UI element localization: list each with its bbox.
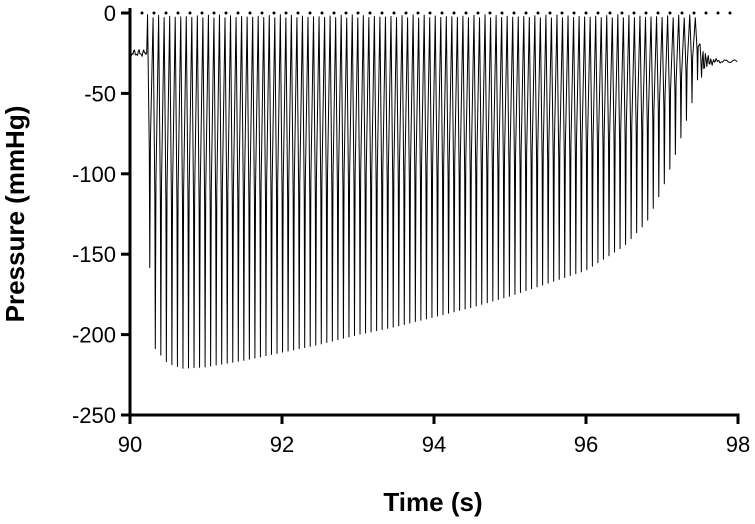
y-tick-label: -50 [84, 81, 116, 106]
y-tick-label: 0 [104, 1, 116, 26]
x-tick-label: 94 [422, 432, 446, 457]
x-tick-label: 98 [726, 432, 750, 457]
x-tick-label: 92 [270, 432, 294, 457]
y-tick-label: -100 [72, 162, 116, 187]
y-axis-title: Pressure (mmHg) [0, 106, 30, 323]
x-tick-label: 90 [118, 432, 142, 457]
x-axis-title: Time (s) [383, 487, 482, 517]
y-tick-label: -250 [72, 403, 116, 428]
pressure-trace-line [129, 14, 738, 369]
y-tick-label: -200 [72, 323, 116, 348]
x-tick-label: 96 [574, 432, 598, 457]
y-tick-label: -150 [72, 242, 116, 267]
plot-area [128, 11, 740, 369]
